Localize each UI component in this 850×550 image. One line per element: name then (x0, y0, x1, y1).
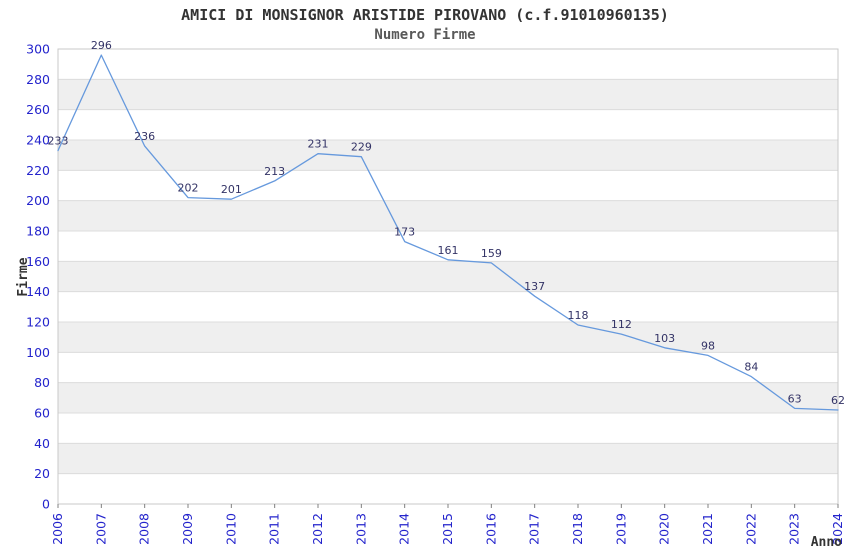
y-tick-label: 300 (26, 42, 50, 57)
x-tick-label: 2008 (137, 513, 152, 545)
y-tick-label: 280 (26, 72, 50, 87)
x-tick-label: 2011 (267, 513, 282, 545)
data-point-label: 98 (701, 339, 715, 352)
y-tick-label: 100 (26, 345, 50, 360)
y-tick-label: 200 (26, 193, 50, 208)
x-tick-label: 2009 (180, 513, 195, 545)
x-tick-label: 2014 (397, 513, 412, 545)
data-point-label: 112 (611, 318, 632, 331)
y-tick-label: 40 (34, 436, 50, 451)
data-point-label: 62 (831, 394, 845, 407)
chart-subtitle: Numero Firme (374, 27, 476, 43)
data-point-label: 159 (481, 247, 502, 260)
y-tick-label: 240 (26, 133, 50, 148)
plot-band (58, 382, 838, 413)
x-tick-label: 2007 (93, 513, 108, 545)
x-tick-label: 2006 (50, 513, 65, 545)
x-tick-label: 2021 (700, 513, 715, 545)
data-point-label: 202 (178, 182, 199, 195)
x-tick-label: 2018 (570, 513, 585, 545)
y-tick-label: 20 (34, 466, 50, 481)
x-axis-title: Anno (811, 535, 842, 550)
chart-title: AMICI DI MONSIGNOR ARISTIDE PIROVANO (c.… (181, 6, 669, 24)
data-point-label: 201 (221, 183, 242, 196)
plot-band (58, 79, 838, 110)
plot-band (58, 261, 838, 292)
data-point-label: 118 (568, 309, 589, 322)
data-point-label: 63 (788, 392, 802, 405)
data-point-label: 233 (48, 135, 69, 148)
data-point-label: 231 (308, 138, 329, 151)
data-line (57, 54, 839, 411)
x-tick-label: 2015 (440, 513, 455, 545)
y-tick-label: 120 (26, 315, 50, 330)
y-tick-label: 140 (26, 284, 50, 299)
y-tick-label: 180 (26, 224, 50, 239)
x-tick-label: 2010 (223, 513, 238, 545)
x-tick-label: 2022 (743, 513, 758, 545)
x-tick-label: 2012 (310, 513, 325, 545)
x-tick-label: 2019 (613, 513, 628, 545)
data-point-label: 296 (91, 39, 112, 52)
x-tick-label: 2023 (787, 513, 802, 545)
data-point-label: 137 (524, 280, 545, 293)
x-tick-label: 2016 (483, 513, 498, 545)
plot-band (58, 200, 838, 231)
plot-band (58, 322, 838, 353)
data-point-label: 173 (394, 226, 415, 239)
data-point-label: 161 (438, 244, 459, 257)
data-point-label: 213 (264, 165, 285, 178)
y-axis-title: Firme (16, 257, 31, 296)
data-point-label: 103 (654, 332, 675, 345)
data-point-label: 229 (351, 141, 372, 154)
plot-band (58, 140, 838, 171)
y-tick-label: 260 (26, 102, 50, 117)
y-tick-label: 80 (34, 375, 50, 390)
x-tick-label: 2013 (353, 513, 368, 545)
x-tick-label: 2024 (830, 513, 845, 545)
plot-band (58, 443, 838, 474)
y-tick-label: 220 (26, 163, 50, 178)
x-tick-label: 2017 (527, 513, 542, 545)
y-tick-label: 60 (34, 406, 50, 421)
x-tick-label: 2020 (657, 513, 672, 545)
y-tick-label: 0 (42, 497, 50, 512)
data-point-label: 236 (134, 130, 155, 143)
data-point-label: 84 (744, 361, 758, 374)
y-tick-label: 160 (26, 254, 50, 269)
